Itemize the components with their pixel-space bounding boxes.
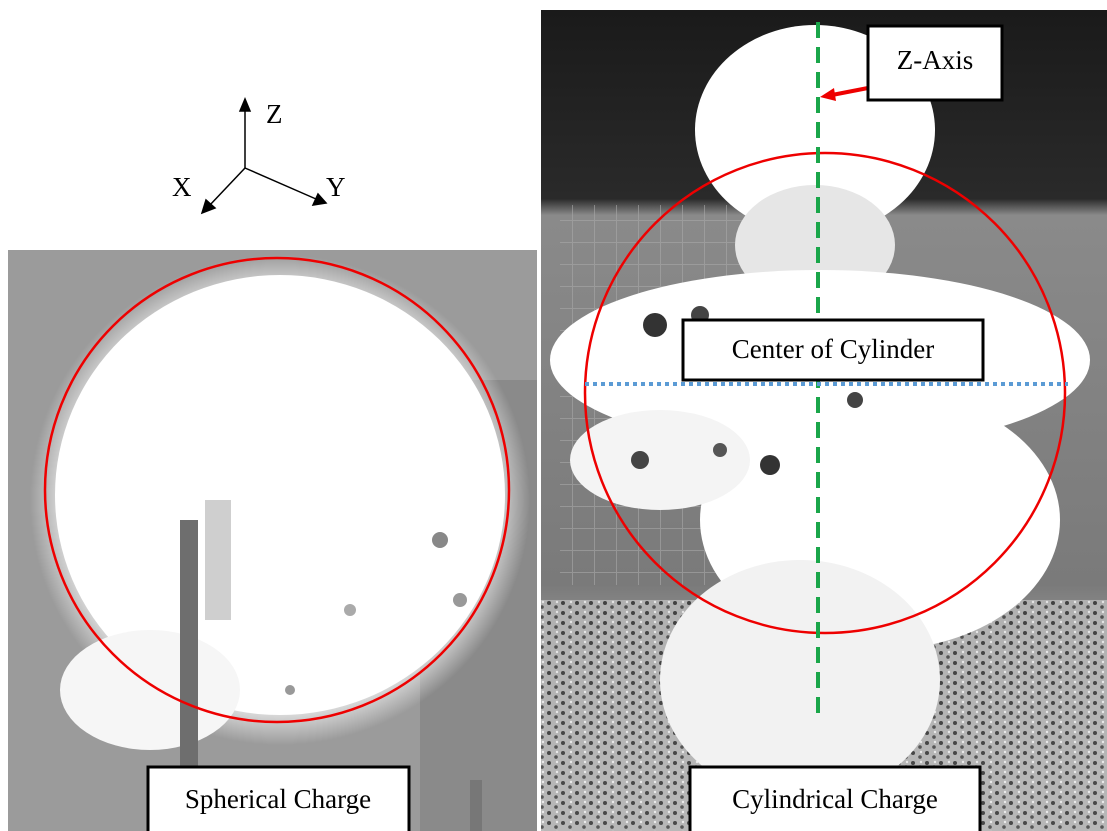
axis-label: X — [172, 172, 192, 202]
axis-label: Z — [266, 99, 283, 129]
panel-label: Cylindrical Charge — [732, 784, 938, 814]
panel-label: Spherical Charge — [185, 784, 371, 814]
axis-label: Y — [326, 172, 346, 202]
axis-diagram — [202, 99, 326, 213]
annotation: Center of Cylinder — [732, 334, 934, 364]
figure: Z X Y Z-Axis Center of — [0, 0, 1107, 831]
photo-spherical — [8, 250, 537, 831]
annotation: Z-Axis — [897, 45, 974, 75]
photo-cylindrical — [541, 10, 1107, 831]
